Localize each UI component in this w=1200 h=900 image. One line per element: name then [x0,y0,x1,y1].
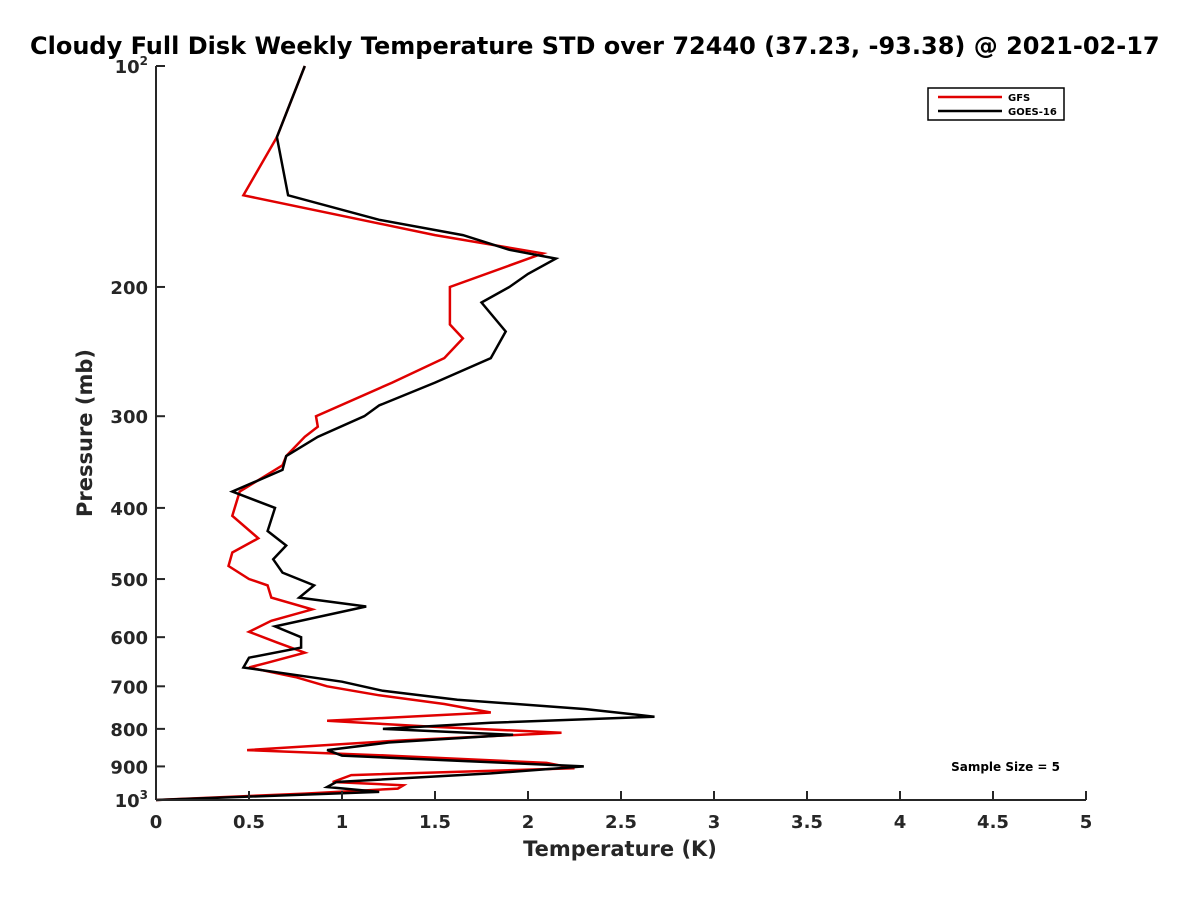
y-tick-label: 800 [110,720,148,741]
x-tick-label: 2.5 [605,812,637,833]
y-tick-label: 300 [110,407,148,428]
x-tick-label: 0.5 [233,812,265,833]
axes [155,66,1086,801]
series-line-gfs [155,65,575,802]
plot-lines [155,65,655,802]
legend-label-goes-16: GOES-16 [1008,107,1057,118]
x-tick-label: 0 [150,812,163,833]
y-tick-label: 103 [115,788,148,812]
chart-title: Cloudy Full Disk Weekly Temperature STD … [30,32,1160,60]
x-tick-label: 4.5 [977,812,1009,833]
x-tick-label: 3.5 [791,812,823,833]
y-tick-label: 700 [110,677,148,698]
x-tick-label: 4 [894,812,907,833]
y-tick-label: 102 [115,54,148,78]
x-tick-label: 3 [708,812,721,833]
x-ticks: 0 0.5 1 1.5 2 2.5 3 3.5 4 4.5 5 [150,791,1093,833]
y-tick-label: 400 [110,499,148,520]
y-axis-label: Pressure (mb) [73,349,97,517]
legend-label-gfs: GFS [1008,93,1030,104]
y-tick-label: 200 [110,278,148,299]
x-tick-label: 5 [1080,812,1093,833]
legend-box [927,87,1065,121]
x-tick-label: 2 [522,812,535,833]
sample-size-annotation: Sample Size = 5 [951,760,1060,774]
y-tick-label: 900 [110,757,148,778]
y-tick-label: 500 [110,570,148,591]
series-line-goes-16 [155,65,655,802]
x-tick-label: 1.5 [419,812,451,833]
y-tick-label: 600 [110,628,148,649]
legend: GFS GOES-16 [927,87,1065,121]
x-tick-label: 1 [336,812,349,833]
y-ticks: 102 200 300 400 500 600 700 800 900 103 [110,54,165,812]
x-axis-label: Temperature (K) [523,837,717,861]
